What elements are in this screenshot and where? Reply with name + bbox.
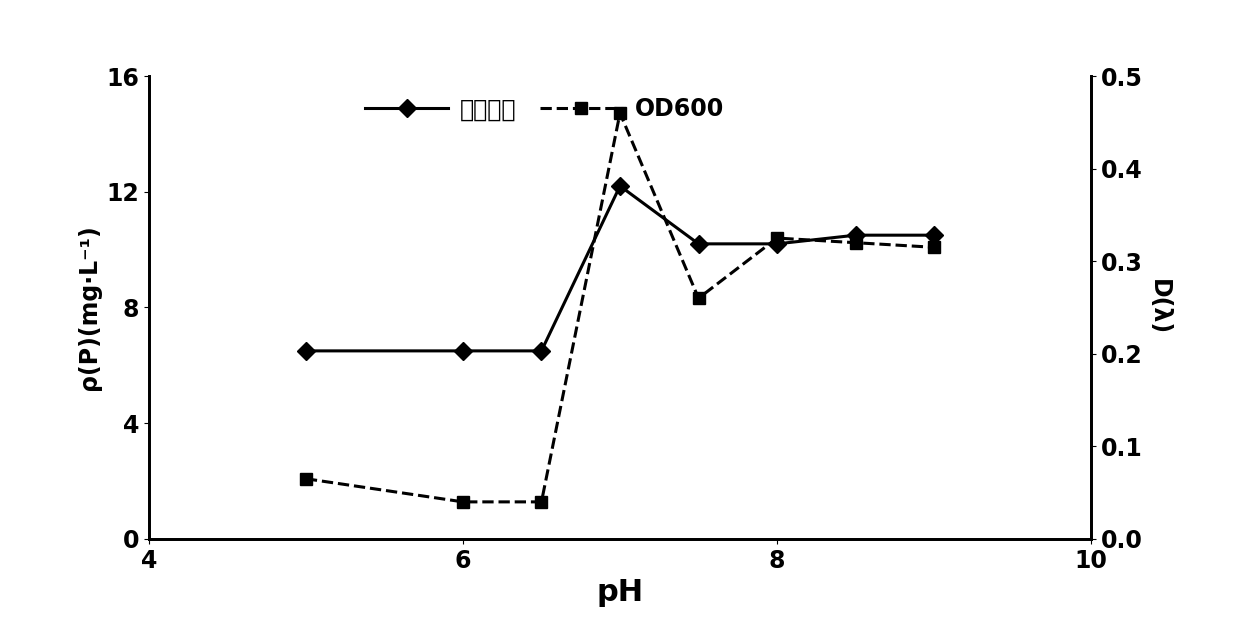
Y-axis label: D(λ): D(λ) [1147,280,1171,335]
OD600 [848,239,863,247]
Y-axis label: ρ(P)(mg·L⁻¹): ρ(P)(mg·L⁻¹) [77,224,100,391]
Line: OD600: OD600 [300,107,940,508]
磷去除量 [691,240,706,248]
OD600 [613,109,627,117]
OD600 [455,498,470,506]
磷去除量 [770,240,785,248]
Legend: 磷去除量, OD600: 磷去除量, OD600 [356,88,733,131]
OD600 [534,498,549,506]
磷去除量 [455,347,470,354]
OD600 [691,294,706,302]
磷去除量 [613,182,627,190]
OD600 [770,235,785,242]
OD600 [926,243,941,251]
磷去除量 [299,347,314,354]
Line: 磷去除量: 磷去除量 [300,180,940,357]
磷去除量 [926,231,941,239]
OD600 [299,475,314,482]
磷去除量 [534,347,549,354]
磷去除量 [848,231,863,239]
X-axis label: pH: pH [596,578,644,607]
